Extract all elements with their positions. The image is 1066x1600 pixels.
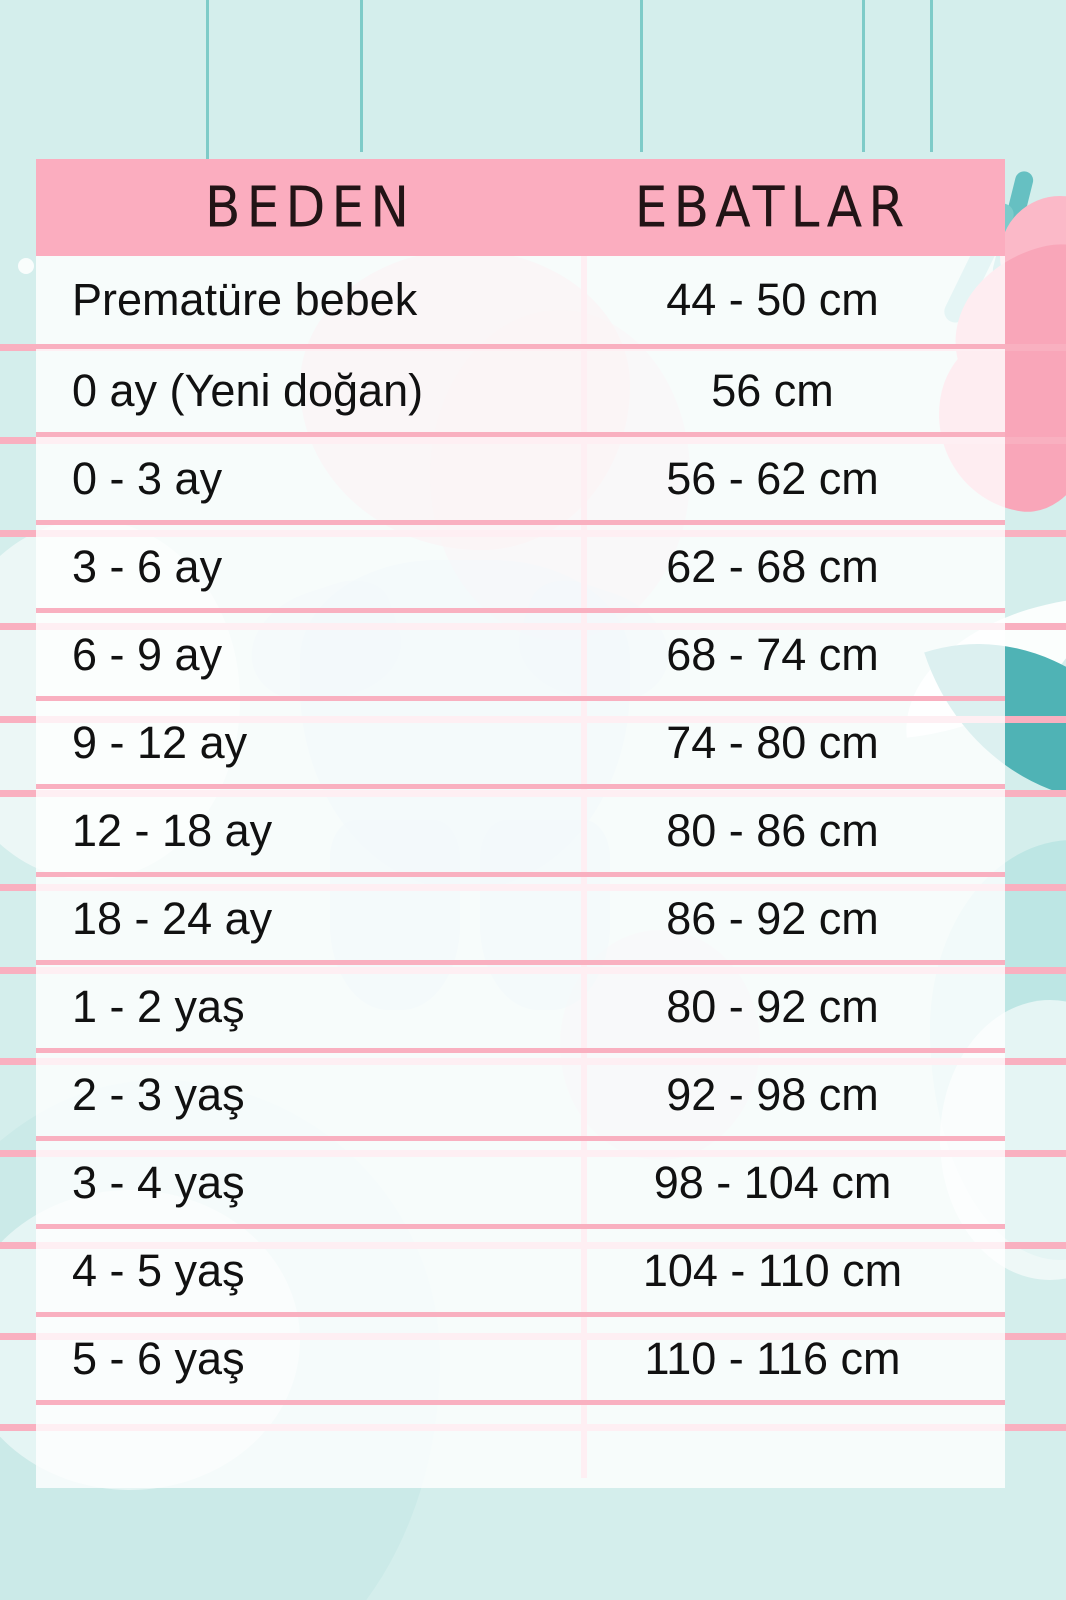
white-dot-decor [18, 258, 34, 274]
cell-size-text: 0 ay (Yeni doğan) [72, 364, 424, 416]
cell-size-text: 12 - 18 ay [72, 804, 273, 856]
table-row: 9 - 12 ay 74 - 80 cm [36, 696, 1005, 784]
cell-dimension-text: 92 - 98 cm [666, 1068, 879, 1120]
cell-size: 18 - 24 ay [36, 877, 584, 960]
cell-dimension-text: 62 - 68 cm [666, 540, 879, 592]
cell-size-text: 3 - 4 yaş [72, 1156, 245, 1208]
hanging-string-1 [206, 0, 209, 162]
table-row: 0 - 3 ay 56 - 62 cm [36, 432, 1005, 520]
cell-dimension: 68 - 74 cm [584, 613, 1005, 696]
size-chart-table: BEDEN EBATLAR Prematüre bebek 44 - 50 cm… [36, 159, 1005, 1488]
hanging-string-5 [930, 0, 933, 152]
cell-size: 2 - 3 yaş [36, 1053, 584, 1136]
cell-dimension: 44 - 50 cm [584, 256, 1005, 344]
cell-size-text: 0 - 3 ay [72, 452, 223, 504]
cell-dimension-text: 74 - 80 cm [666, 716, 879, 768]
cell-size-text: 1 - 2 yaş [72, 980, 245, 1032]
cell-dimension-text: 80 - 92 cm [666, 980, 879, 1032]
cell-dimension: 80 - 86 cm [584, 789, 1005, 872]
cell-size: 3 - 6 ay [36, 525, 584, 608]
cell-dimension-text: 86 - 92 cm [666, 892, 879, 944]
cell-size [36, 1405, 584, 1488]
cell-size-text: 2 - 3 yaş [72, 1068, 245, 1120]
cell-size: 0 - 3 ay [36, 437, 584, 520]
table-row: 2 - 3 yaş 92 - 98 cm [36, 1048, 1005, 1136]
cell-size-text: Prematüre bebek [72, 274, 418, 325]
cell-dimension-text: 104 - 110 cm [642, 1244, 903, 1296]
cell-dimension [584, 1405, 1005, 1488]
hanging-string-4 [862, 0, 865, 152]
cell-size: Prematüre bebek [36, 256, 584, 344]
header-cell-dimension: EBATLAR [584, 159, 1005, 256]
cell-dimension: 74 - 80 cm [584, 701, 1005, 784]
cell-dimension-text: 56 - 62 cm [666, 452, 879, 504]
cell-dimension: 98 - 104 cm [584, 1141, 1005, 1224]
cell-dimension: 110 - 116 cm [584, 1317, 1005, 1400]
cell-size: 6 - 9 ay [36, 613, 584, 696]
cell-dimension-text: 56 cm [711, 364, 834, 416]
cell-dimension: 62 - 68 cm [584, 525, 1005, 608]
cell-size-text: 9 - 12 ay [72, 716, 248, 768]
table-row: 4 - 5 yaş 104 - 110 cm [36, 1224, 1005, 1312]
cell-size-text: 4 - 5 yaş [72, 1244, 245, 1296]
cell-size-text: 3 - 6 ay [72, 540, 223, 592]
cell-size-text: 18 - 24 ay [72, 892, 273, 944]
cell-dimension: 56 - 62 cm [584, 437, 1005, 520]
table-row: 0 ay (Yeni doğan) 56 cm [36, 344, 1005, 432]
table-row-empty [36, 1400, 1005, 1488]
cell-dimension: 80 - 92 cm [584, 965, 1005, 1048]
cell-dimension-text: 80 - 86 cm [666, 804, 879, 856]
cell-size: 4 - 5 yaş [36, 1229, 584, 1312]
hanging-string-3 [640, 0, 643, 152]
table-row: 12 - 18 ay 80 - 86 cm [36, 784, 1005, 872]
table-row: Prematüre bebek 44 - 50 cm [36, 256, 1005, 344]
table-row: 1 - 2 yaş 80 - 92 cm [36, 960, 1005, 1048]
cell-dimension-text: 110 - 116 cm [644, 1332, 901, 1384]
cell-dimension-text: 98 - 104 cm [653, 1156, 892, 1208]
cell-size-text: 6 - 9 ay [72, 628, 223, 680]
cell-size: 9 - 12 ay [36, 701, 584, 784]
cell-dimension-text: 44 - 50 cm [666, 274, 879, 325]
table-row: 6 - 9 ay 68 - 74 cm [36, 608, 1005, 696]
hanging-string-2 [360, 0, 363, 152]
table-header-row: BEDEN EBATLAR [36, 159, 1005, 256]
cell-size: 0 ay (Yeni doğan) [36, 349, 584, 432]
table-row: 18 - 24 ay 86 - 92 cm [36, 872, 1005, 960]
header-label-dimension: EBATLAR [634, 175, 911, 240]
cell-dimension-text: 68 - 74 cm [666, 628, 879, 680]
table-row: 3 - 4 yaş 98 - 104 cm [36, 1136, 1005, 1224]
cell-size: 12 - 18 ay [36, 789, 584, 872]
cell-dimension: 86 - 92 cm [584, 877, 1005, 960]
table-row: 3 - 6 ay 62 - 68 cm [36, 520, 1005, 608]
cell-dimension: 92 - 98 cm [584, 1053, 1005, 1136]
cell-dimension: 104 - 110 cm [584, 1229, 1005, 1312]
cell-size: 5 - 6 yaş [36, 1317, 584, 1400]
cell-size-text: 5 - 6 yaş [72, 1332, 245, 1384]
table-body: Prematüre bebek 44 - 50 cm 0 ay (Yeni do… [36, 256, 1005, 1488]
header-label-size: BEDEN [204, 175, 416, 240]
header-cell-size: BEDEN [36, 159, 584, 256]
cell-size: 3 - 4 yaş [36, 1141, 584, 1224]
table-row: 5 - 6 yaş 110 - 116 cm [36, 1312, 1005, 1400]
cell-dimension: 56 cm [584, 349, 1005, 432]
cell-size: 1 - 2 yaş [36, 965, 584, 1048]
